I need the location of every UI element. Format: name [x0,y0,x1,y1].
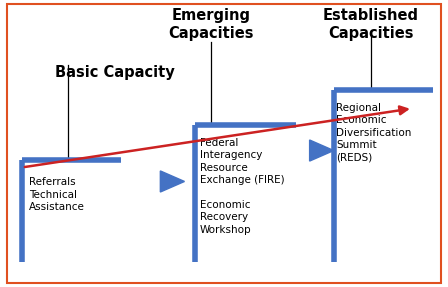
Text: Regional
Economic
Diversification
Summit
(REDS): Regional Economic Diversification Summit… [336,103,411,162]
Text: Referrals
Technical
Assistance: Referrals Technical Assistance [29,177,85,212]
Text: Established
Capacities: Established Capacities [323,9,419,41]
Text: Emerging
Capacities: Emerging Capacities [168,9,254,41]
Text: Basic Capacity: Basic Capacity [55,65,175,80]
Polygon shape [310,140,334,161]
Polygon shape [160,171,185,192]
Text: Federal
Interagency
Resource
Exchange (FIRE)

Economic
Recovery
Workshop: Federal Interagency Resource Exchange (F… [200,138,284,235]
